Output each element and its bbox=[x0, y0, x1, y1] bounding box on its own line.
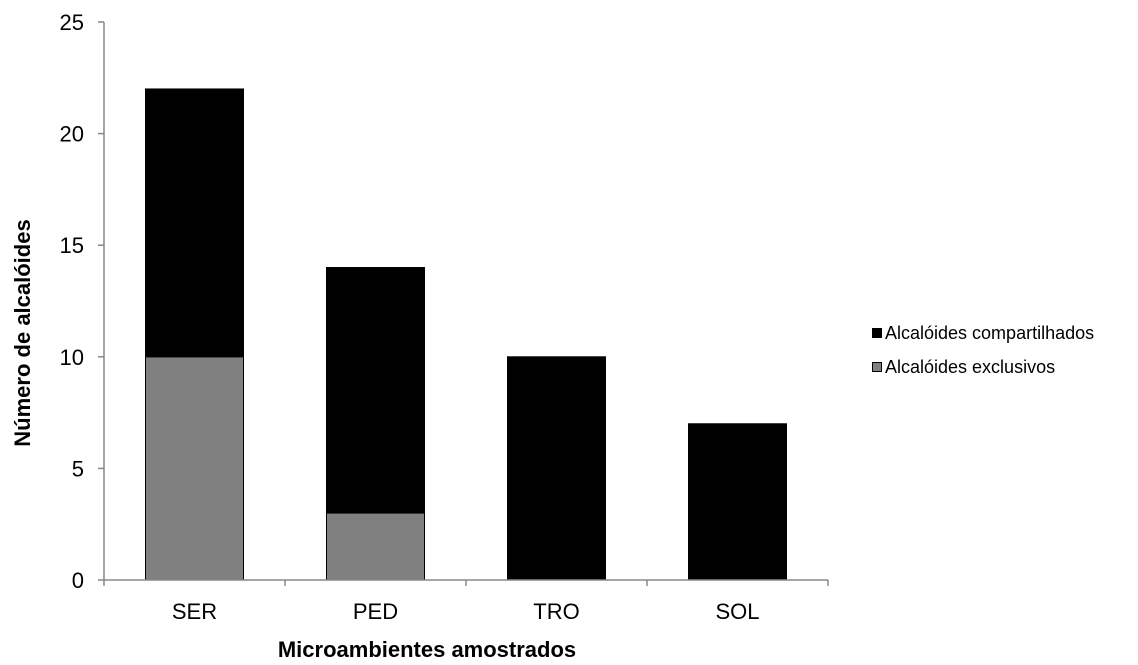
bar-ser-exclusivos bbox=[145, 356, 244, 581]
y-tick-label-25: 25 bbox=[60, 10, 84, 35]
legend-swatch-exclusivos bbox=[872, 362, 882, 372]
bars-group bbox=[145, 88, 787, 581]
ticks-group: SER PED TRO SOL 0 5 10 15 20 25 bbox=[60, 10, 829, 624]
legend-label-exclusivos: Alcalóides exclusivos bbox=[885, 356, 1056, 377]
y-axis-title: Número de alcalóides bbox=[10, 219, 35, 446]
legend-item-compartilhados: Alcalóides compartilhados bbox=[872, 316, 1094, 350]
y-tick-label-15: 15 bbox=[60, 233, 84, 258]
x-tick-label-ped: PED bbox=[353, 599, 398, 624]
x-tick-label-ser: SER bbox=[172, 599, 217, 624]
bar-ser-compartilhados bbox=[145, 88, 244, 358]
y-tick-label-10: 10 bbox=[60, 345, 84, 370]
x-axis-title: Microambientes amostrados bbox=[278, 637, 576, 662]
x-tick-label-sol: SOL bbox=[715, 599, 759, 624]
y-tick-label-0: 0 bbox=[72, 568, 84, 593]
legend-label-compartilhados: Alcalóides compartilhados bbox=[885, 322, 1095, 343]
y-tick-label-5: 5 bbox=[72, 456, 84, 481]
bar-ped-compartilhados bbox=[326, 267, 425, 514]
legend: Alcalóides compartilhados Alcalóides exc… bbox=[872, 316, 1094, 384]
legend-item-exclusivos: Alcalóides exclusivos bbox=[872, 350, 1094, 384]
legend-swatch-compartilhados bbox=[872, 328, 882, 338]
bar-tro-compartilhados bbox=[507, 356, 606, 581]
x-tick-label-tro: TRO bbox=[533, 599, 579, 624]
bar-ped-exclusivos bbox=[326, 512, 425, 581]
bar-sol-compartilhados bbox=[688, 423, 787, 581]
y-tick-label-20: 20 bbox=[60, 122, 84, 147]
